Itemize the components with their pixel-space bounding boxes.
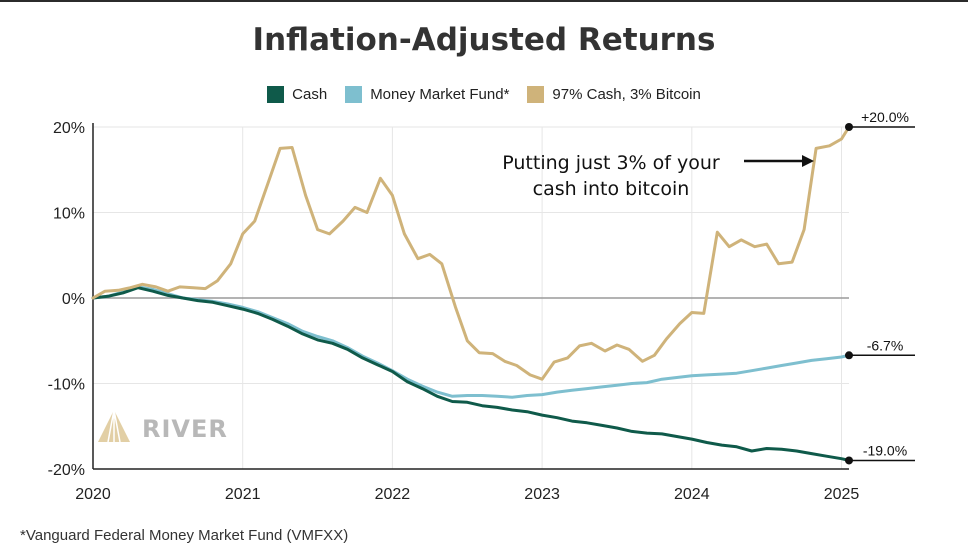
- annotation-line-2: cash into bitcoin: [533, 178, 690, 200]
- y-tick-label: 10%: [53, 206, 85, 223]
- series-line-money-market-fund: [91, 285, 851, 399]
- x-tick-label: 2022: [375, 486, 411, 503]
- legend-swatch-cash: [267, 86, 285, 103]
- x-tick-label: 2025: [824, 486, 860, 503]
- y-tick-label: 0%: [62, 291, 85, 308]
- legend-label-cash-bitcoin: 97% Cash, 3% Bitcoin: [552, 86, 701, 103]
- y-tick-label: 20%: [53, 120, 85, 137]
- annotation-arrow-head: [802, 155, 814, 167]
- legend-item-money-market-fund[interactable]: Money Market Fund*: [345, 86, 509, 103]
- series-line-97-cash-3-bitcoin: [91, 125, 851, 381]
- series-line-cash: [91, 286, 851, 462]
- axes: 20% 10% 0% -10% -20% 2020 2021 2022 2023 2024 2025: [48, 120, 860, 503]
- annotation: Putting just 3% of your cash into bitcoi…: [502, 152, 814, 200]
- legend: Cash Money Market Fund* 97% Cash, 3% Bit…: [0, 86, 968, 103]
- legend-label-cash: Cash: [292, 86, 328, 103]
- x-tick-label: 2020: [75, 486, 111, 503]
- legend-swatch-money-market-fund: [345, 86, 363, 103]
- series-lines: [91, 125, 851, 462]
- y-tick-label: -20%: [48, 462, 85, 479]
- legend-item-cash-bitcoin[interactable]: 97% Cash, 3% Bitcoin: [527, 86, 701, 103]
- footnote: *Vanguard Federal Money Market Fund (VMF…: [20, 527, 349, 544]
- river-logo: RIVER: [98, 409, 228, 443]
- legend-swatch-cash-bitcoin: [527, 86, 545, 103]
- end-label: -6.7%: [867, 337, 904, 353]
- end-label: +20.0%: [861, 109, 909, 125]
- annotation-line-1: Putting just 3% of your: [502, 152, 720, 174]
- y-tick-label: -10%: [48, 377, 85, 394]
- grid-lines: [93, 126, 849, 469]
- end-point: [845, 456, 853, 465]
- x-tick-label: 2021: [225, 486, 261, 503]
- end-label: -19.0%: [863, 442, 907, 458]
- x-tick-label: 2024: [674, 486, 710, 503]
- x-tick-label: 2023: [524, 486, 560, 503]
- river-logo-icon: [98, 409, 130, 443]
- end-point: [845, 123, 853, 131]
- top-border: [0, 0, 968, 2]
- end-point: [845, 351, 853, 360]
- brand-name: RIVER: [142, 415, 228, 443]
- end-labels: -19.0% -6.7% +20.0%: [845, 109, 915, 465]
- chart-title: Inflation-Adjusted Returns: [252, 22, 716, 58]
- legend-label-money-market-fund: Money Market Fund*: [370, 86, 510, 103]
- legend-item-cash[interactable]: Cash: [267, 86, 327, 103]
